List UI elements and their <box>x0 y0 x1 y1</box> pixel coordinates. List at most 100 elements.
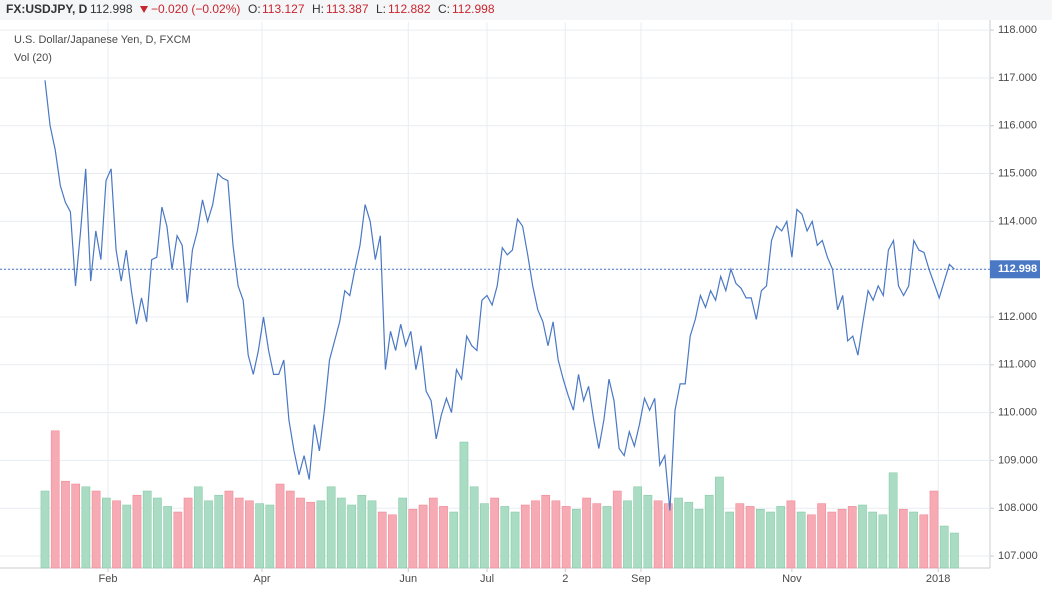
x-tick-label: Jun <box>399 573 417 585</box>
volume-bar <box>745 506 755 569</box>
volume-bar <box>153 497 162 569</box>
volume-bar <box>827 511 837 569</box>
volume-bar <box>418 504 428 569</box>
volume-bar <box>388 514 397 569</box>
volume-bar <box>847 506 857 569</box>
volume-bar <box>674 497 683 569</box>
volume-bar <box>234 497 244 569</box>
close-label: C: <box>438 2 450 16</box>
volume-bar <box>204 500 213 569</box>
volume-bar <box>929 490 939 569</box>
y-tick-label: 110.000 <box>998 407 1037 419</box>
volume-bar <box>888 472 898 569</box>
volume-bar <box>459 441 469 569</box>
volume-bar <box>275 483 285 569</box>
close: 112.998 <box>452 2 495 16</box>
y-tick-label: 112.000 <box>998 311 1037 323</box>
volume-bar <box>572 508 581 569</box>
volume-bar <box>142 490 152 569</box>
volume-bar <box>551 500 561 569</box>
volume-bar <box>112 500 121 569</box>
volume-bar <box>285 490 295 569</box>
chart-title: U.S. Dollar/Japanese Yen, D, FXCM <box>14 34 191 46</box>
volume-bar <box>163 506 172 569</box>
volume-bar <box>510 511 520 569</box>
y-tick-label: 108.000 <box>998 502 1038 514</box>
volume-bar <box>91 490 101 569</box>
volume-bar <box>306 501 316 569</box>
volume-bar <box>755 508 765 569</box>
volume-bar <box>878 514 888 569</box>
volume-bar <box>776 506 786 569</box>
volume-bar <box>398 497 407 569</box>
volume-bar <box>612 490 622 569</box>
x-tick-label: 2 <box>562 573 568 585</box>
y-tick-label: 111.000 <box>998 359 1036 371</box>
volume-bar <box>796 511 806 569</box>
volume-bar <box>50 430 60 569</box>
last-price: 112.998 <box>90 2 133 16</box>
down-arrow <box>140 6 148 13</box>
volume-bar <box>193 486 203 569</box>
volume-bar <box>939 525 949 569</box>
open: 113.127 <box>262 2 305 16</box>
volume-bar <box>909 511 918 569</box>
volume-bar <box>602 506 612 569</box>
x-tick-label: Apr <box>253 573 270 585</box>
y-tick-label: 116.000 <box>998 120 1037 132</box>
low: 112.882 <box>388 2 431 16</box>
volume-bar <box>265 504 275 569</box>
y-tick-label: 115.000 <box>998 167 1037 179</box>
volume-bar <box>367 500 377 569</box>
volume-bar <box>214 494 224 569</box>
volume-bar <box>766 511 775 569</box>
volume-bar <box>592 503 602 569</box>
price-line <box>44 80 955 511</box>
volume-bar <box>40 490 50 569</box>
x-tick-label: Jul <box>480 573 494 585</box>
volume-bar <box>950 532 959 569</box>
volume-bar <box>224 490 234 569</box>
high: 113.387 <box>326 2 369 16</box>
volume-bar <box>316 500 326 569</box>
change: −0.020 (−0.02%) <box>151 2 240 16</box>
volume-bar <box>684 501 694 569</box>
volume-bar <box>633 486 643 569</box>
x-tick-label: 2018 <box>926 573 950 585</box>
symbol: FX:USDJPY, D <box>6 2 88 16</box>
volume-bar <box>817 503 826 569</box>
volume-bar <box>500 506 510 569</box>
volume-bar <box>357 494 367 569</box>
x-tick-label: Sep <box>631 573 651 585</box>
volume-bar <box>326 486 336 569</box>
volume-bar <box>531 500 540 569</box>
volume-bar <box>449 511 459 569</box>
volume-bar <box>899 508 908 569</box>
volume-bar <box>807 514 816 569</box>
volume-bar <box>490 497 499 569</box>
low-label: L: <box>376 2 386 16</box>
volume-bar <box>623 500 632 569</box>
volume-bar <box>469 486 479 569</box>
volume-bar <box>663 503 673 569</box>
volume-bar <box>858 504 867 569</box>
volume-bar <box>122 504 132 569</box>
volume-bar <box>643 494 653 569</box>
volume-bar <box>377 511 387 569</box>
x-tick-label: Feb <box>99 573 118 585</box>
volume-bar <box>480 503 489 569</box>
volume-bar <box>868 511 878 569</box>
volume-bar <box>408 508 418 569</box>
volume-bar <box>735 503 745 569</box>
high-label: H: <box>312 2 324 16</box>
y-tick-label: 118.000 <box>998 24 1037 36</box>
volume-bar <box>541 494 551 569</box>
volume-bar <box>694 508 704 569</box>
y-tick-label: 117.000 <box>998 72 1037 84</box>
volume-bar <box>786 500 796 569</box>
y-tick-label: 114.000 <box>998 215 1037 227</box>
volume-bar <box>296 497 305 569</box>
volume-bar <box>183 497 193 569</box>
volume-bar <box>715 476 724 569</box>
